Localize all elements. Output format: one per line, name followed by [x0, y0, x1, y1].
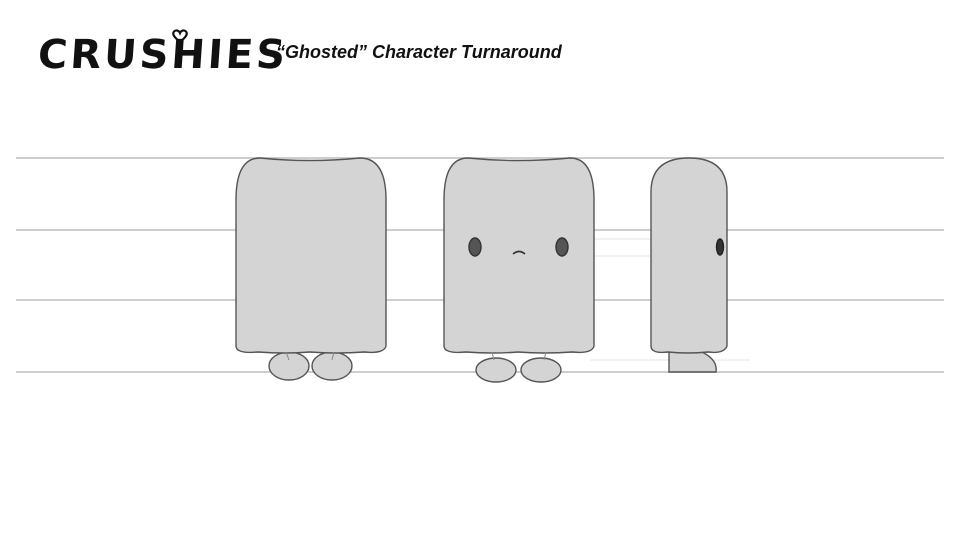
side-eye — [715, 238, 725, 256]
side-foot — [668, 351, 717, 373]
back-left-foot — [268, 351, 310, 381]
back-fold-lines — [285, 351, 335, 361]
back-body — [235, 157, 387, 354]
side-body — [650, 157, 728, 354]
side-view-character — [650, 157, 728, 373]
front-view-character — [443, 157, 595, 383]
front-right-eye — [555, 237, 569, 257]
heart-icon — [172, 29, 188, 44]
front-left-eye — [468, 237, 482, 257]
front-body — [443, 157, 595, 354]
page-subtitle: “Ghosted” Character Turnaround — [276, 42, 562, 62]
front-mouth — [512, 250, 526, 255]
front-fold-lines — [491, 351, 547, 361]
front-right-foot — [520, 357, 562, 383]
back-right-foot — [311, 351, 353, 381]
back-view-character — [235, 157, 387, 381]
front-left-foot — [475, 357, 517, 383]
